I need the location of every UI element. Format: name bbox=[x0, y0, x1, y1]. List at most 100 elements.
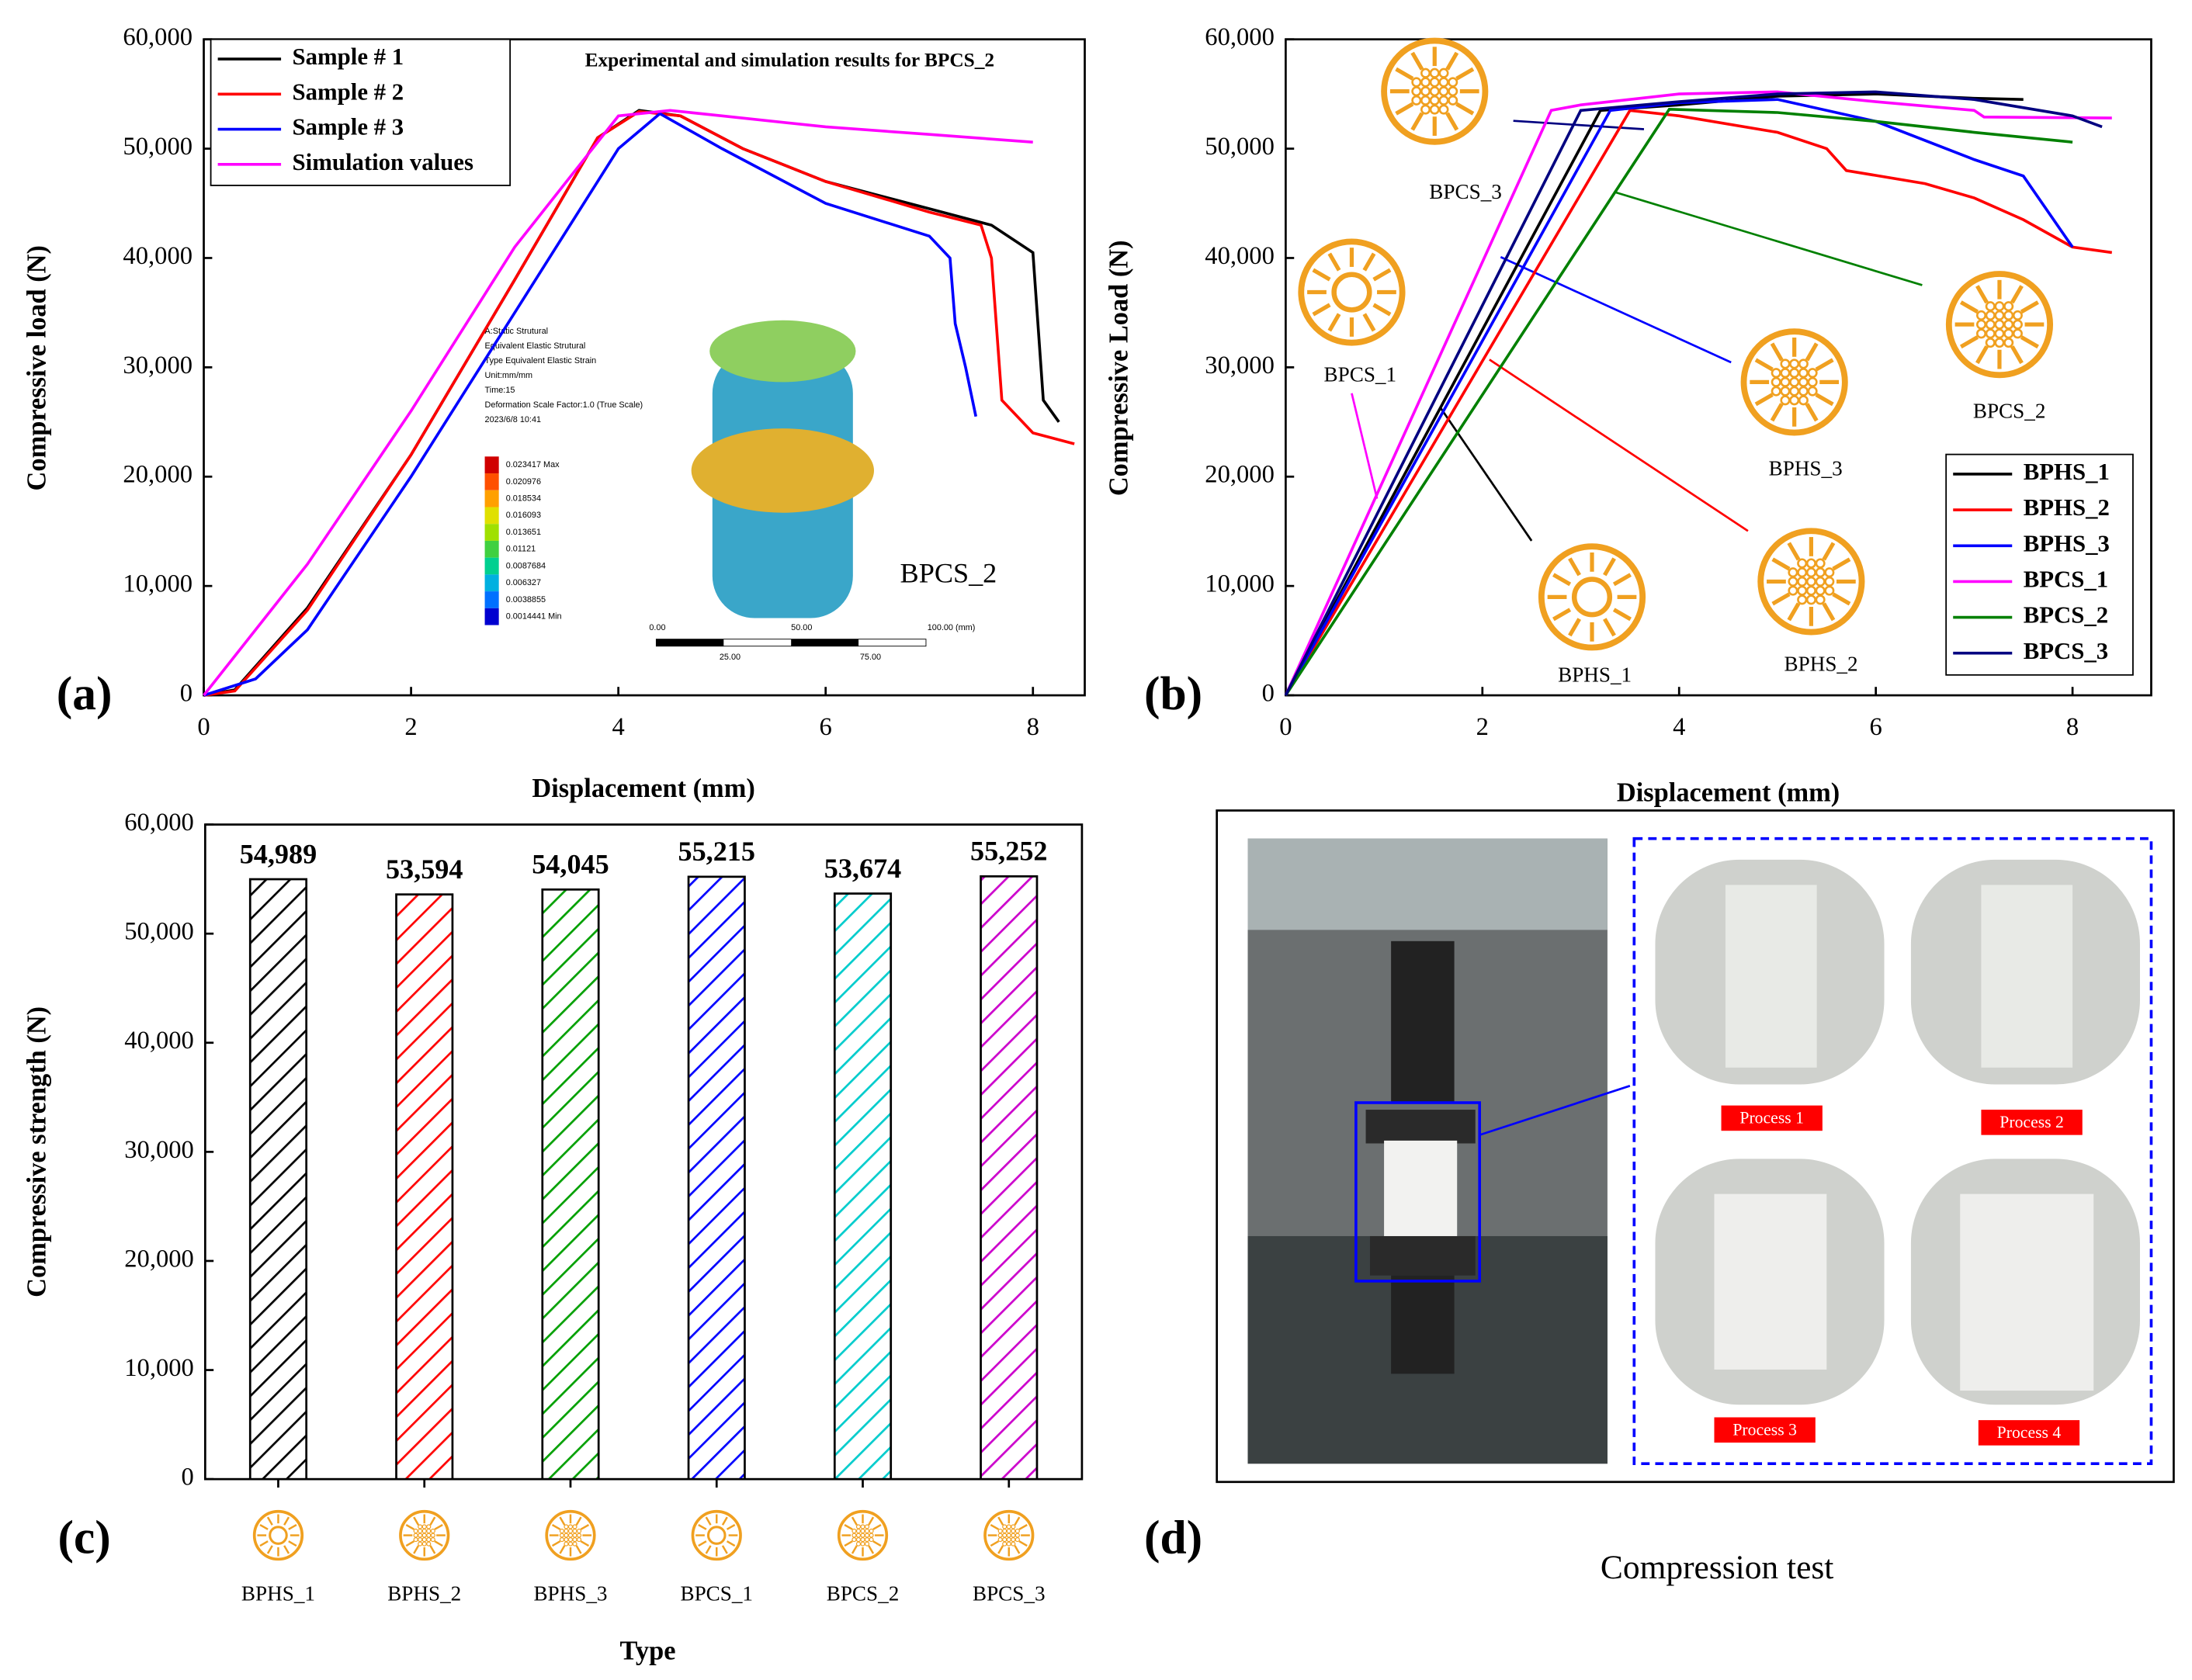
value-label: 55,252 bbox=[970, 836, 1048, 867]
icon-ring bbox=[399, 1509, 450, 1561]
x-tick-label: 4 bbox=[1673, 713, 1685, 741]
highlight-box bbox=[1354, 1101, 1481, 1283]
y-tick-label: 0 bbox=[1262, 680, 1275, 708]
icon-rib bbox=[1612, 608, 1632, 622]
arrow bbox=[1513, 120, 1645, 130]
icon-cell bbox=[1014, 1537, 1020, 1543]
icon-cell bbox=[997, 1528, 1003, 1534]
icon-cell bbox=[1014, 1528, 1020, 1534]
icon-ring bbox=[1757, 528, 1865, 636]
icon-rib bbox=[405, 1540, 415, 1547]
icon-rib bbox=[1445, 112, 1459, 131]
icon-rib bbox=[1455, 67, 1475, 81]
icon-rib bbox=[1787, 602, 1801, 622]
icon-rib bbox=[1959, 300, 1979, 314]
y-tick-label: 10,000 bbox=[124, 1354, 194, 1382]
series-line bbox=[203, 112, 977, 697]
chart-title: Experimental and simulation results for … bbox=[585, 49, 994, 71]
arrow bbox=[1439, 407, 1533, 542]
x-tick-label: BPHS_3 bbox=[533, 1582, 607, 1606]
icon-rib bbox=[721, 1545, 728, 1554]
inset-ruler-label: 25.00 bbox=[720, 653, 740, 662]
icon-cell bbox=[855, 1541, 862, 1547]
legend-label: Sample # 3 bbox=[293, 114, 404, 140]
icon-rib bbox=[1805, 403, 1819, 422]
icon-rib bbox=[283, 1545, 290, 1554]
icon-cell bbox=[2012, 310, 2023, 320]
icon-cell bbox=[1411, 86, 1422, 97]
series-line bbox=[1284, 107, 2073, 697]
y-tick-label: 40,000 bbox=[123, 242, 192, 270]
icon-rib bbox=[2010, 285, 2024, 304]
inset-scale-label: 0.018534 bbox=[506, 494, 541, 503]
x-axis-label: Type bbox=[620, 1636, 676, 1665]
x-tick-label: 8 bbox=[1027, 713, 1039, 741]
icon-rib bbox=[1754, 393, 1774, 407]
icon-rib bbox=[1805, 342, 1819, 362]
photo-plate bbox=[1365, 1110, 1476, 1144]
x-tick-label: BPHS_1 bbox=[241, 1582, 315, 1606]
icon-cell bbox=[997, 1537, 1003, 1543]
icon-rib bbox=[413, 1545, 420, 1554]
icon-rib bbox=[1603, 557, 1616, 577]
icon-rib bbox=[288, 1523, 297, 1530]
icon-rib bbox=[580, 1540, 590, 1547]
icon-core bbox=[269, 1526, 288, 1545]
icon-cell bbox=[1824, 567, 1835, 578]
y-axis-label: Compressive Load (N) bbox=[1104, 240, 1133, 496]
y-tick-label: 20,000 bbox=[1205, 461, 1275, 489]
icon-ring bbox=[1740, 328, 1848, 436]
inset-ruler bbox=[791, 639, 859, 646]
icon-cell bbox=[1824, 576, 1835, 587]
series-line bbox=[1284, 92, 2024, 696]
pointer bbox=[1479, 1084, 1631, 1136]
icon-rib bbox=[726, 1523, 736, 1530]
y-tick-label: 60,000 bbox=[124, 809, 194, 837]
icon-cell bbox=[1448, 86, 1458, 97]
photo-wall bbox=[1247, 838, 1608, 930]
x-tick-label: BPCS_2 bbox=[827, 1582, 900, 1606]
bar bbox=[687, 875, 746, 1481]
icon-cell bbox=[869, 1528, 874, 1534]
x-axis-label: Displacement (mm) bbox=[532, 774, 754, 803]
icon-cell bbox=[851, 1537, 857, 1543]
icon-rib bbox=[1372, 268, 1392, 282]
process-photos bbox=[1655, 859, 2140, 1405]
legend-box bbox=[210, 38, 512, 186]
icon-ring bbox=[1381, 37, 1489, 145]
legend-label: BPHS_2 bbox=[2024, 494, 2110, 521]
icon-rib bbox=[721, 1516, 728, 1526]
arrow bbox=[1489, 359, 1749, 532]
y-tick-label: 20,000 bbox=[123, 461, 192, 489]
icon-rib bbox=[705, 1545, 712, 1554]
inset-text: Unit:mm/mm bbox=[485, 371, 533, 380]
value-label: 54,989 bbox=[240, 838, 317, 869]
icon-cell bbox=[2012, 319, 2023, 330]
y-tick-label: 0 bbox=[180, 680, 192, 708]
y-tick-label: 10,000 bbox=[1205, 570, 1275, 598]
icon-rib bbox=[990, 1523, 1000, 1530]
photo-panel: Process 1 Process 2 Process 3 Process 4 … bbox=[1144, 809, 2175, 1586]
y-tick-label: 30,000 bbox=[124, 1136, 194, 1164]
process-label: Process 3 bbox=[1732, 1421, 1797, 1439]
legend-label: BPHS_3 bbox=[2024, 530, 2110, 556]
inset-color bbox=[484, 608, 499, 625]
annotation: BPCS_1 bbox=[1324, 362, 1397, 386]
icon-rib bbox=[1771, 557, 1791, 571]
icon-cell bbox=[1448, 95, 1458, 106]
icon-rib bbox=[1822, 602, 1836, 622]
icon-rib bbox=[259, 1523, 269, 1530]
y-tick-label: 20,000 bbox=[124, 1245, 194, 1273]
y-tick-label: 50,000 bbox=[124, 918, 194, 946]
structure-icon bbox=[1757, 528, 1865, 636]
process-tag bbox=[1714, 1417, 1816, 1443]
x-tick-label: 0 bbox=[1279, 713, 1292, 741]
icon-cell bbox=[1975, 319, 1987, 330]
icon-rib bbox=[726, 1540, 736, 1547]
icon-rib bbox=[575, 1545, 582, 1554]
icon-cell bbox=[430, 1533, 435, 1538]
x-tick-label: BPCS_1 bbox=[680, 1582, 753, 1606]
sample bbox=[1725, 885, 1817, 1068]
icon-rib bbox=[1312, 303, 1331, 317]
inset-scale-label: 0.0038855 bbox=[506, 595, 546, 604]
